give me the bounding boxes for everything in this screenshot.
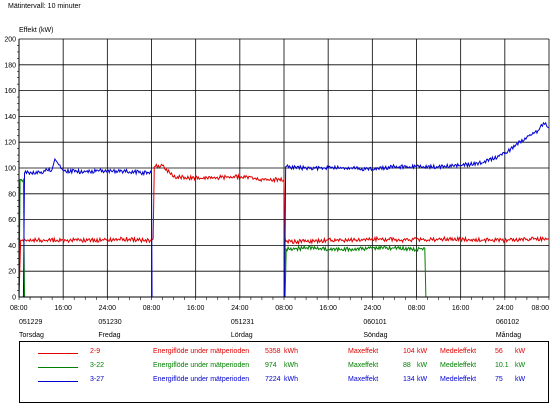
legend-mean-unit: kW bbox=[515, 348, 526, 355]
legend-series-name: 2-9 bbox=[90, 348, 101, 355]
series-line-3-27 bbox=[19, 121, 550, 298]
legend-series-name: 3-27 bbox=[90, 376, 105, 383]
legend-row: 3-22 Energiflöde under mätperioden 974 kWh M… bbox=[20, 362, 548, 374]
legend-mean-label: Medeleffekt bbox=[440, 348, 477, 355]
y-tick-label: 80 bbox=[8, 191, 16, 198]
series-line-3-22 bbox=[18, 177, 549, 298]
legend-energy-unit: kWh bbox=[284, 362, 298, 369]
x-tick-label: 08:00 bbox=[143, 305, 161, 312]
x-tick-label: 08:00 bbox=[275, 305, 293, 312]
x-tick-label: 24:00 bbox=[231, 305, 249, 312]
legend-max-unit: kW bbox=[417, 362, 428, 369]
legend-max-value: 104 bbox=[403, 348, 415, 355]
legend-max-unit: kW bbox=[417, 348, 428, 355]
legend-energy-value: 974 bbox=[265, 362, 277, 369]
legend-max-value: 88 bbox=[403, 362, 411, 369]
legend-max-value: 134 bbox=[403, 376, 415, 383]
series-line-2-9 bbox=[18, 162, 550, 298]
axis-layer: 0 20 40 60 80 100 120 140 160 180 200 08:00 16:00 24:… bbox=[4, 37, 550, 339]
x-tick-label: 08:00 bbox=[531, 305, 549, 312]
legend-mean-value: 75 bbox=[495, 376, 503, 383]
legend-energy-value: 5358 bbox=[265, 348, 281, 355]
legend-mean-label: Medeleffekt bbox=[440, 376, 477, 383]
x-tick-label: 24:00 bbox=[364, 305, 382, 312]
legend-max-label: Maxeffekt bbox=[348, 362, 379, 369]
legend-mean-value: 10.1 bbox=[495, 362, 509, 369]
legend-swatch bbox=[38, 367, 78, 368]
day-label: Torsdag bbox=[19, 332, 44, 339]
date-label: 060102 bbox=[496, 319, 519, 326]
y-axis-label: Effekt (kW) bbox=[19, 27, 53, 34]
legend-energy-value: 7224 bbox=[265, 376, 281, 383]
x-tick-label: 16:00 bbox=[187, 305, 205, 312]
date-label: 060101 bbox=[363, 319, 386, 326]
y-tick-label: 100 bbox=[4, 166, 16, 173]
legend-mean-value: 56 bbox=[495, 348, 503, 355]
legend-box: 2-9 Energiflöde under mätperioden 5358 kWh M… bbox=[19, 341, 549, 403]
series-layer bbox=[18, 121, 550, 298]
legend-mean-unit: kW bbox=[515, 362, 526, 369]
day-label: Lördag bbox=[231, 332, 253, 339]
y-tick-label: 20 bbox=[8, 269, 16, 276]
y-tick-label: 200 bbox=[4, 37, 16, 44]
legend-swatch bbox=[38, 353, 78, 354]
day-label: Måndag bbox=[496, 331, 521, 339]
legend-energy-unit: kWh bbox=[284, 348, 298, 355]
legend-flow-label: Energiflöde under mätperioden bbox=[153, 348, 250, 355]
legend-swatch bbox=[38, 381, 78, 382]
measurement-interval-label: Mätintervall: 10 minuter bbox=[8, 3, 81, 10]
x-tick-label: 08:00 bbox=[10, 305, 28, 312]
legend-mean-unit: kW bbox=[515, 376, 526, 383]
legend-max-label: Maxeffekt bbox=[348, 376, 379, 383]
grid-layer bbox=[18, 38, 550, 298]
date-label: 051231 bbox=[231, 319, 254, 326]
x-tick-label: 24:00 bbox=[99, 305, 117, 312]
day-label: Fredag bbox=[98, 332, 120, 339]
legend-max-unit: kW bbox=[417, 376, 428, 383]
y-tick-label: 40 bbox=[8, 243, 16, 250]
y-tick-label: 140 bbox=[4, 114, 16, 121]
x-tick-label: 24:00 bbox=[496, 305, 514, 312]
date-label: 051230 bbox=[98, 319, 121, 326]
power-chart: 0 20 40 60 80 100 120 140 160 180 200 08:00 16:00 24:… bbox=[4, 27, 550, 339]
legend-row: 2-9 Energiflöde under mätperioden 5358 kWh M… bbox=[20, 348, 548, 360]
legend-series-name: 3-22 bbox=[90, 362, 105, 369]
day-label: Söndag bbox=[363, 332, 387, 339]
date-label: 051229 bbox=[19, 319, 42, 326]
legend-max-label: Maxeffekt bbox=[348, 348, 379, 355]
x-tick-label: 16:00 bbox=[54, 305, 72, 312]
x-tick-label: 16:00 bbox=[452, 305, 470, 312]
legend-energy-unit: kWh bbox=[284, 376, 298, 383]
legend-flow-label: Energiflöde under mätperioden bbox=[153, 362, 250, 369]
y-tick-label: 120 bbox=[4, 140, 16, 147]
x-tick-label: 16:00 bbox=[319, 305, 337, 312]
y-tick-label: 0 bbox=[12, 295, 16, 302]
y-tick-label: 160 bbox=[4, 88, 16, 95]
y-tick-label: 60 bbox=[8, 217, 16, 224]
x-tick-label: 08:00 bbox=[408, 305, 426, 312]
legend-row: 3-27 Energiflöde under mätperioden 7224 kWh… bbox=[20, 376, 548, 388]
legend-flow-label: Energiflöde under mätperioden bbox=[153, 376, 250, 383]
legend-mean-label: Medeleffekt bbox=[440, 362, 477, 369]
y-tick-label: 180 bbox=[4, 62, 16, 69]
